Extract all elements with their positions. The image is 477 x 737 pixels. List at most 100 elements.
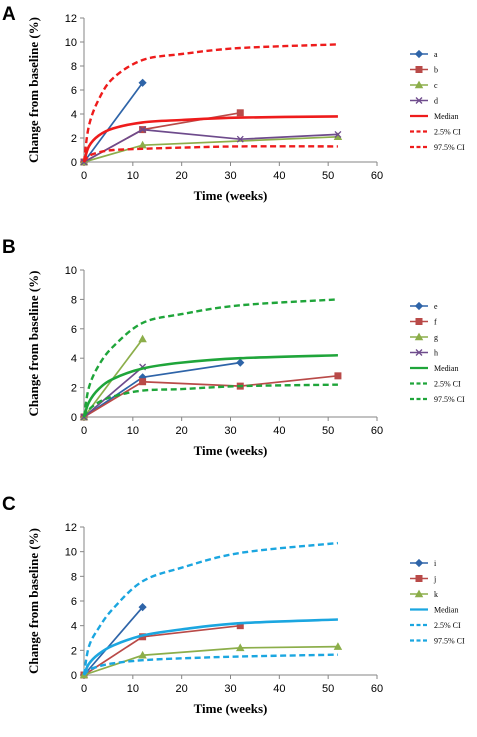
panel-label: A xyxy=(2,4,16,25)
legend-label: e xyxy=(434,302,438,311)
y-tick-label: 2 xyxy=(71,645,77,657)
y-tick-label: 10 xyxy=(65,265,77,277)
series-2-5-ci xyxy=(82,383,338,418)
legend-item: Median xyxy=(410,364,458,373)
y-tick-label: 6 xyxy=(71,85,77,97)
legend-marker xyxy=(415,349,423,356)
y-tick-label: 8 xyxy=(71,571,77,583)
x-tick-label: 0 xyxy=(81,170,87,182)
y-tick-label: 2 xyxy=(71,133,77,145)
legend-item: c xyxy=(410,80,438,90)
x-tick-label: 60 xyxy=(371,683,383,695)
series-line xyxy=(83,374,339,418)
y-tick-label: 8 xyxy=(71,294,77,306)
legend-item: b xyxy=(410,66,438,75)
data-point xyxy=(333,642,343,650)
data-point xyxy=(138,603,147,612)
y-axis-title: Change from baseline (%) xyxy=(26,17,41,163)
x-tick-label: 50 xyxy=(322,425,334,437)
legend-item: 2.5% CI xyxy=(410,128,461,137)
x-tick-label: 30 xyxy=(224,425,236,437)
series-d xyxy=(80,126,342,166)
legend-label: 2.5% CI xyxy=(434,380,461,389)
y-tick-label: 12 xyxy=(65,522,77,534)
legend-label: a xyxy=(434,50,438,59)
series-line xyxy=(82,618,338,676)
legend-marker xyxy=(414,558,424,568)
y-tick-label: 0 xyxy=(71,157,77,169)
legend-label: 97.5% CI xyxy=(434,637,465,646)
x-axis-title: Time (weeks) xyxy=(194,443,268,458)
x-tick-label: 20 xyxy=(176,170,188,182)
legend-item: 97.5% CI xyxy=(410,143,465,152)
y-tick-label: 0 xyxy=(71,412,77,424)
series-f xyxy=(80,372,342,421)
y-tick-label: 8 xyxy=(71,61,77,73)
legend-label: j xyxy=(433,575,436,584)
data-point xyxy=(139,126,147,134)
legend-label: Median xyxy=(434,364,458,373)
series-line xyxy=(82,43,338,163)
x-axis-title: Time (weeks) xyxy=(194,701,268,716)
legend-label: 97.5% CI xyxy=(434,143,465,152)
legend-item: i xyxy=(410,558,437,568)
x-tick-label: 60 xyxy=(371,170,383,182)
legend-label: 97.5% CI xyxy=(434,395,465,404)
series-line xyxy=(82,115,338,163)
y-tick-label: 4 xyxy=(71,621,77,633)
y-tick-label: 10 xyxy=(65,37,77,49)
legend-item: j xyxy=(410,575,436,584)
data-point xyxy=(236,643,245,652)
y-axis-title: Change from baseline (%) xyxy=(26,270,41,416)
chart-panel-b: B 0 2 4 6 8 10 0 10 20 30 40 50 60 Time (weeks) Change … xyxy=(2,237,465,458)
x-tick-label: 40 xyxy=(273,425,285,437)
chart-panel-a: A 0 2 4 6 8 10 12 0 10 20 30 40 50 60 Time (weeks) Chang… xyxy=(2,4,465,203)
x-tick-label: 0 xyxy=(81,425,87,437)
x-tick-label: 10 xyxy=(127,683,139,695)
series-median xyxy=(82,115,338,163)
series-line xyxy=(83,606,144,676)
x-tick-label: 60 xyxy=(371,425,383,437)
legend-label: d xyxy=(434,97,438,106)
legend-item: Median xyxy=(410,112,458,121)
legend-marker xyxy=(414,301,424,311)
data-point xyxy=(139,378,147,386)
chart-panel-c: C 0 2 4 6 8 10 12 0 10 20 30 40 50 60 Time (weeks) Chang… xyxy=(2,494,465,716)
panel-label: B xyxy=(2,237,16,258)
legend-label: k xyxy=(434,590,438,599)
y-axis-title: Change from baseline (%) xyxy=(26,528,41,674)
legend-label: Median xyxy=(434,606,458,615)
legend-item: h xyxy=(410,349,438,358)
x-tick-label: 40 xyxy=(273,683,285,695)
x-tick-label: 40 xyxy=(273,170,285,182)
data-point xyxy=(138,334,147,343)
legend-item: 97.5% CI xyxy=(410,395,465,404)
legend-item: Median xyxy=(410,606,458,615)
y-tick-label: 10 xyxy=(65,547,77,559)
data-point xyxy=(236,135,244,143)
data-point xyxy=(138,78,147,87)
y-tick-label: 0 xyxy=(71,670,77,682)
panel-label: C xyxy=(2,494,16,515)
x-tick-label: 10 xyxy=(127,425,139,437)
x-tick-label: 50 xyxy=(322,170,334,182)
x-tick-label: 10 xyxy=(127,170,139,182)
legend-marker xyxy=(415,66,423,73)
legend-item: f xyxy=(410,318,437,327)
legend-item: a xyxy=(410,49,438,59)
legend: ijk Median 2.5% CI 97.5% CI xyxy=(410,558,465,646)
legend-item: g xyxy=(410,332,438,342)
y-tick-label: 12 xyxy=(65,13,77,25)
y-tick-label: 6 xyxy=(71,324,77,336)
series-line xyxy=(83,128,338,163)
data-point xyxy=(236,109,244,117)
legend-label: i xyxy=(434,559,437,568)
data-point xyxy=(334,372,342,380)
legend-item: d xyxy=(410,97,438,106)
legend-item: 2.5% CI xyxy=(410,621,461,630)
x-axis-title: Time (weeks) xyxy=(194,188,268,203)
legend-marker xyxy=(414,589,424,598)
series-97-5-ci xyxy=(82,541,339,676)
legend-label: c xyxy=(434,81,438,90)
